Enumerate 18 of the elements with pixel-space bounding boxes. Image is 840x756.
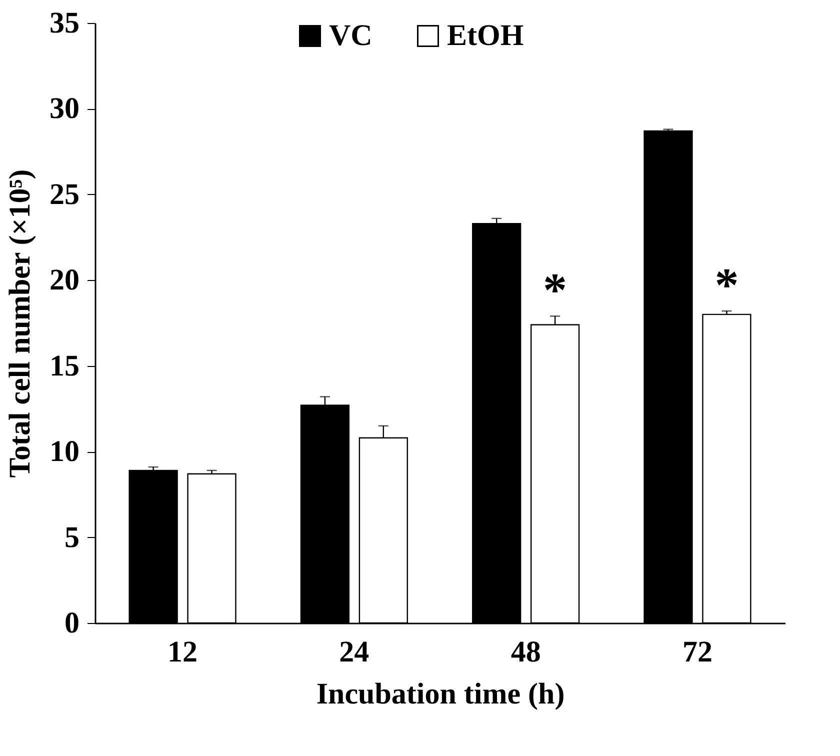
y-tick-label: 35 <box>50 6 80 40</box>
y-tick-label: 0 <box>64 606 80 640</box>
x-axis-title: Incubation time (h) <box>316 678 565 710</box>
y-axis-title: Total cell number (×10⁵) <box>4 169 36 478</box>
x-tick-label: 12 <box>168 636 198 668</box>
x-tick-label: 48 <box>510 636 541 668</box>
y-tick-label: 20 <box>50 264 80 297</box>
y-tick-label: 30 <box>50 92 80 126</box>
annotation: * <box>714 259 739 312</box>
x-tick-label: 24 <box>339 636 370 668</box>
legend-label: VC <box>329 19 372 52</box>
x-tick-label: 72 <box>682 636 712 668</box>
annotation: * <box>543 264 568 318</box>
y-tick-label: 25 <box>50 178 80 211</box>
legend-label: EtOH <box>447 19 524 52</box>
y-tick-label: 5 <box>64 520 80 554</box>
y-tick-label: 10 <box>50 435 80 468</box>
y-tick-label: 15 <box>50 349 80 382</box>
